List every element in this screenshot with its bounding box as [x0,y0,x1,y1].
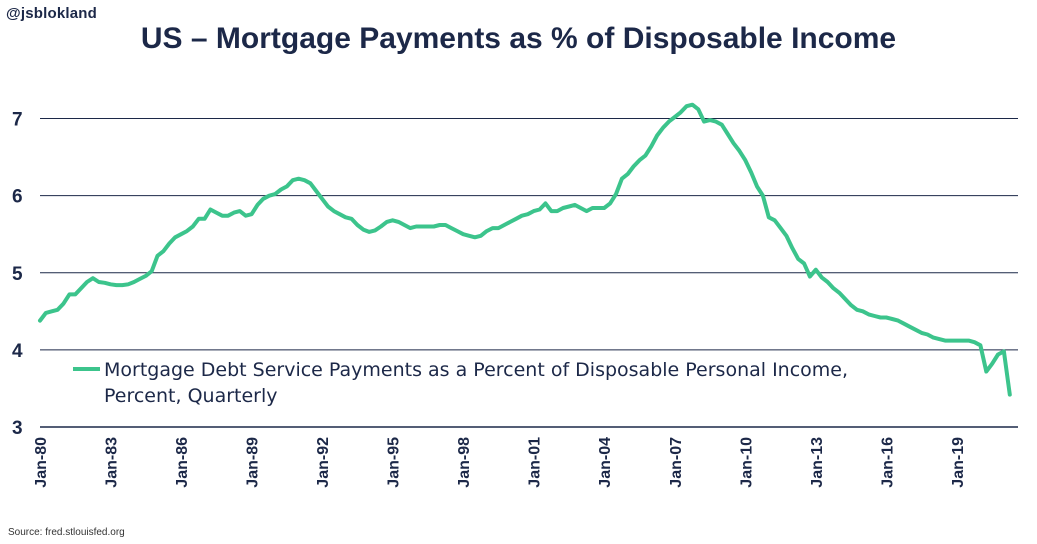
series-layer [38,102,1012,397]
series-line-0 [38,102,1012,397]
x-tick-label: Jan-16 [879,437,896,488]
y-tick-label: 5 [12,264,23,285]
y-axis-ticks: 3 4 5 6 7 [12,110,23,439]
source-note: Source: fred.stlouisfed.org [8,527,125,538]
y-tick-label: 6 [12,187,23,208]
x-tick-label: Jan-89 [245,437,262,488]
x-tick-label: Jan-80 [33,437,50,488]
legend: Mortgage Debt Service Payments as a Perc… [73,359,848,407]
x-tick-label: Jan-01 [527,437,544,488]
x-tick-label: Jan-04 [597,437,614,488]
x-tick-label: Jan-95 [386,437,403,488]
y-tick-label: 3 [12,418,23,439]
grid-layer [40,118,1018,428]
x-axis-ticks: Jan-80 Jan-83 Jan-86 Jan-89 Jan-92 Jan-95 Jan-… [33,437,967,488]
x-tick-label: Jan-13 [809,437,826,488]
y-tick-label: 7 [12,110,23,131]
x-tick-label: Jan-07 [668,437,685,488]
x-tick-label: Jan-86 [174,437,191,488]
x-tick-label: Jan-92 [315,437,332,488]
author-handle: @jsblokland [6,5,98,22]
legend-label-line-1: Mortgage Debt Service Payments as a Perc… [104,359,848,381]
x-tick-label: Jan-83 [104,437,121,488]
legend-label-line-2: Percent, Quarterly [104,385,278,407]
x-tick-label: Jan-10 [738,437,755,488]
chart-title: US – Mortgage Payments as % of Disposabl… [140,22,897,55]
x-tick-label: Jan-98 [456,437,473,488]
x-tick-label: Jan-19 [950,437,967,488]
y-tick-label: 4 [12,341,23,362]
